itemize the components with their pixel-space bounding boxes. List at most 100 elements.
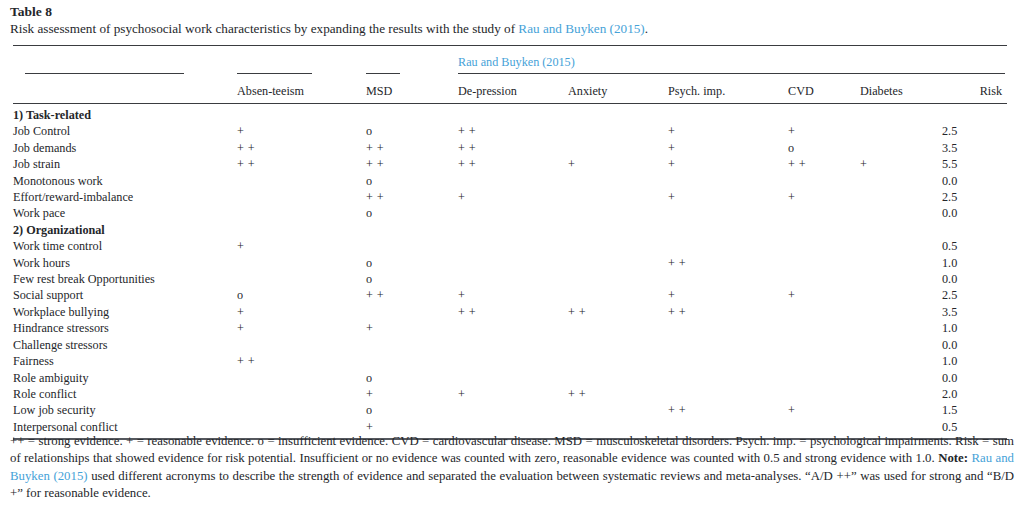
col-header-anxiety: Anxiety <box>568 74 668 104</box>
evidence-mark <box>568 255 668 271</box>
risk-score: 1.0 <box>942 255 1007 271</box>
evidence-mark: ++ <box>366 189 458 205</box>
evidence-mark <box>668 386 788 402</box>
evidence-mark <box>860 337 942 353</box>
evidence-mark: + <box>860 156 942 172</box>
evidence-mark: + <box>668 123 788 139</box>
footnote-legend: ++ = strong evidence. + = reasonable evi… <box>10 434 1014 465</box>
stub-spanner-cell <box>13 46 237 75</box>
row-label: Job demands <box>13 140 237 156</box>
evidence-mark: ++ <box>568 304 668 320</box>
evidence-mark: ++ <box>568 386 668 402</box>
evidence-mark <box>788 173 860 189</box>
evidence-mark <box>237 386 366 402</box>
evidence-mark: + <box>568 156 668 172</box>
evidence-mark <box>860 271 942 287</box>
evidence-mark <box>366 104 458 124</box>
evidence-mark <box>568 205 668 221</box>
evidence-mark <box>860 386 942 402</box>
col-header-depression: De-pression <box>458 74 568 104</box>
evidence-mark <box>237 189 366 205</box>
evidence-mark: + <box>237 304 366 320</box>
col-header-stub <box>13 74 237 104</box>
evidence-mark <box>237 402 366 418</box>
table-body: 1) Task-relatedJob Control+o++++2.5Job d… <box>13 104 1007 440</box>
evidence-mark <box>458 255 568 271</box>
evidence-mark <box>860 370 942 386</box>
row-label: Work time control <box>13 238 237 254</box>
table-row: Job strain+++++++++++5.5 <box>13 156 1007 172</box>
caption-citation-link[interactable]: Rau and Buyken (2015) <box>518 21 644 36</box>
evidence-mark <box>788 386 860 402</box>
evidence-mark <box>788 222 860 238</box>
row-label: Few rest break Opportunities <box>13 271 237 287</box>
row-label: Low job security <box>13 402 237 418</box>
risk-score: 0.0 <box>942 205 1007 221</box>
evidence-mark <box>237 205 366 221</box>
col-header-msd: MSD <box>366 74 458 104</box>
evidence-mark: ++ <box>458 123 568 139</box>
evidence-mark <box>568 173 668 189</box>
caption-period: . <box>645 21 648 36</box>
rau-buyken-spanner-cell: Rau and Buyken (2015) <box>458 46 1007 75</box>
evidence-mark <box>568 320 668 336</box>
evidence-mark <box>568 140 668 156</box>
caption-text: Risk assessment of psychosocial work cha… <box>10 21 518 36</box>
evidence-mark <box>458 370 568 386</box>
row-label: 2) Organizational <box>13 222 237 238</box>
evidence-mark <box>860 402 942 418</box>
table-row: Job demands+++++++o3.5 <box>13 140 1007 156</box>
evidence-mark: + <box>458 189 568 205</box>
evidence-mark <box>860 353 942 369</box>
evidence-mark <box>668 370 788 386</box>
evidence-mark <box>860 173 942 189</box>
table-row: Workplace bullying+++++++3.5 <box>13 304 1007 320</box>
absenteeism-overline-rule <box>237 73 312 74</box>
evidence-mark: + <box>788 123 860 139</box>
row-label: Challenge stressors <box>13 337 237 353</box>
evidence-mark: ++ <box>366 156 458 172</box>
table-row: Work paceo0.0 <box>13 205 1007 221</box>
evidence-mark <box>458 337 568 353</box>
group-header-row: 1) Task-related <box>13 104 1007 124</box>
table-row: Job Control+o++++2.5 <box>13 123 1007 139</box>
evidence-mark <box>668 173 788 189</box>
evidence-mark <box>668 320 788 336</box>
evidence-mark <box>568 271 668 287</box>
evidence-mark <box>668 222 788 238</box>
spanner-citation-link[interactable]: Rau and Buyken (2015) <box>458 55 575 69</box>
evidence-mark: + <box>237 123 366 139</box>
evidence-mark: o <box>788 140 860 156</box>
table-row: Monotonous worko0.0 <box>13 173 1007 189</box>
risk-score: 2.5 <box>942 123 1007 139</box>
evidence-mark <box>668 337 788 353</box>
evidence-mark <box>458 353 568 369</box>
group-header-row: 2) Organizational <box>13 222 1007 238</box>
table-row: Role conflict++++2.0 <box>13 386 1007 402</box>
evidence-mark: + <box>788 189 860 205</box>
evidence-mark: ++ <box>668 255 788 271</box>
risk-score: 2.5 <box>942 287 1007 303</box>
evidence-mark <box>788 320 860 336</box>
evidence-mark <box>568 337 668 353</box>
col-header-risk: Risk <box>942 74 1007 104</box>
col-header-cvd: CVD <box>788 74 860 104</box>
evidence-mark: ++ <box>458 304 568 320</box>
col-header-diabetes: Diabetes <box>860 74 942 104</box>
row-label: Job Control <box>13 123 237 139</box>
evidence-mark <box>788 271 860 287</box>
risk-score <box>942 104 1007 124</box>
table-row: Few rest break Opportunitieso0.0 <box>13 271 1007 287</box>
evidence-mark <box>237 271 366 287</box>
evidence-mark <box>788 205 860 221</box>
stub-overline-rule <box>25 73 184 74</box>
evidence-mark <box>366 222 458 238</box>
evidence-mark: + <box>668 189 788 205</box>
spanner-row: Rau and Buyken (2015) <box>13 46 1007 75</box>
risk-score: 0.0 <box>942 370 1007 386</box>
risk-score: 2.5 <box>942 189 1007 205</box>
evidence-mark: + <box>788 287 860 303</box>
evidence-mark <box>458 222 568 238</box>
evidence-mark <box>458 205 568 221</box>
evidence-mark: o <box>366 271 458 287</box>
